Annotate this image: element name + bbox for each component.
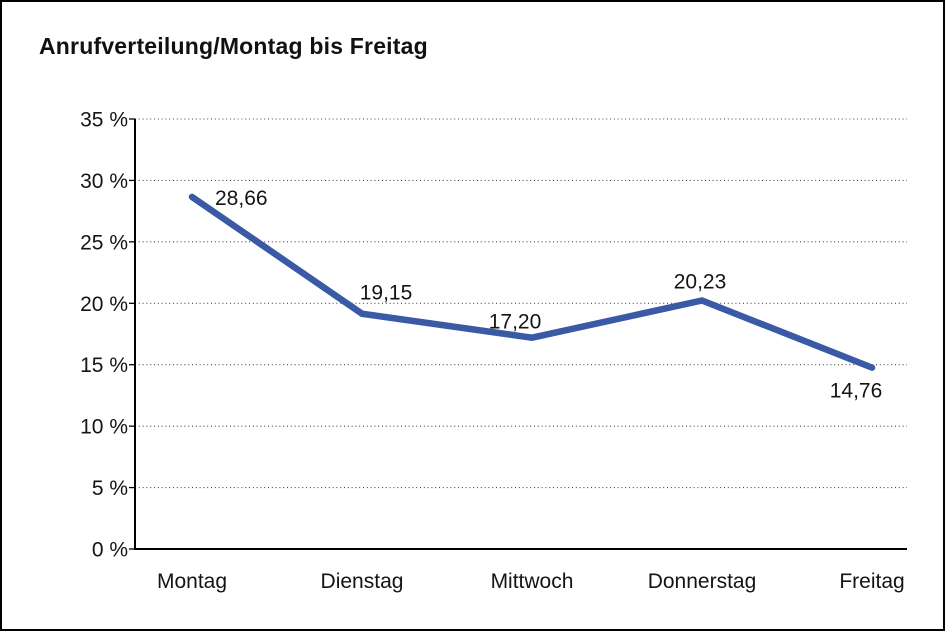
y-tick-label: 5 %	[92, 477, 128, 500]
x-category-label: Freitag	[839, 570, 904, 593]
data-point-label: 28,66	[215, 187, 268, 210]
data-point-label: 17,20	[489, 311, 542, 334]
data-line	[188, 193, 876, 371]
x-category-label: Montag	[157, 570, 227, 593]
data-point-label: 19,15	[360, 282, 413, 305]
y-tick-label: 35 %	[80, 109, 128, 132]
data-point-label: 14,76	[830, 380, 883, 403]
y-tick-label: 30 %	[80, 170, 128, 193]
x-category-label: Dienstag	[321, 570, 404, 593]
x-category-label: Mittwoch	[491, 570, 574, 593]
y-tick-label: 20 %	[80, 293, 128, 316]
x-category-label: Donnerstag	[648, 570, 757, 593]
data-point-label: 20,23	[674, 270, 727, 293]
y-tick-label: 25 %	[80, 231, 128, 254]
y-tick-label: 15 %	[80, 354, 128, 377]
y-tick-label: 10 %	[80, 416, 128, 439]
chart-title: Anrufverteilung/Montag bis Freitag	[39, 33, 428, 59]
y-tick-label: 0 %	[92, 539, 128, 562]
